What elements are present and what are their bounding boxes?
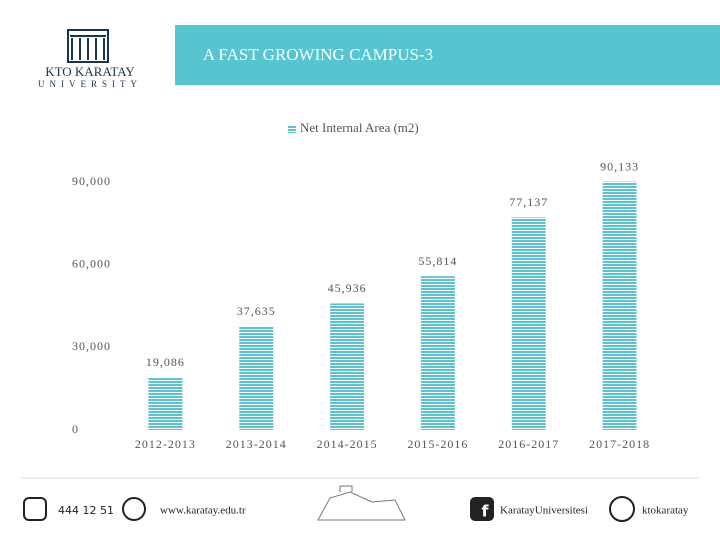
- facebook-glyph: f: [482, 502, 490, 521]
- bar: [420, 276, 455, 430]
- y-tick-label: 90,000: [72, 174, 111, 188]
- twitter-icon: [609, 496, 635, 522]
- x-tick-label: 2013-2014: [226, 437, 287, 451]
- value-label: 90,133: [600, 159, 639, 173]
- bar: [602, 181, 637, 430]
- x-tick-label: 2014-2015: [317, 437, 378, 451]
- x-tick-label: 2016-2017: [498, 437, 559, 451]
- facebook-icon: [470, 497, 494, 521]
- value-label: 55,814: [418, 254, 457, 268]
- value-label: 45,936: [328, 281, 367, 295]
- x-tick-label: 2017-2018: [589, 437, 650, 451]
- footer-website: www.karatay.edu.tr: [160, 505, 246, 517]
- logo-name: KTO KARATAY: [45, 64, 135, 79]
- bar: [239, 326, 274, 430]
- bar: [330, 303, 365, 430]
- x-tick-label: 2015-2016: [407, 437, 468, 451]
- value-label: 19,086: [146, 355, 185, 369]
- footer-facebook: KaratayUniversitesi: [500, 505, 588, 517]
- value-label: 77,137: [509, 195, 548, 209]
- header-band: [175, 25, 720, 85]
- value-label: 37,635: [237, 304, 276, 318]
- y-tick-label: 30,000: [72, 339, 111, 353]
- logo: [67, 29, 109, 63]
- logo-sub: UNIVERSITY: [38, 79, 142, 89]
- legend-label: Net Internal Area (m2): [300, 120, 419, 135]
- footer-phone: 444 12 51: [58, 504, 114, 517]
- legend-swatch: [288, 125, 296, 133]
- web-icon: [122, 497, 146, 521]
- y-tick-label: 0: [72, 422, 79, 436]
- bar: [511, 217, 546, 430]
- campus-drawing: [317, 485, 406, 521]
- bar: [148, 377, 183, 430]
- chart: 0 30,000 60,000 90,000 Net Internal Area (m2…: [72, 120, 650, 451]
- slide-title: A FAST GROWING CAMPUS-3: [203, 45, 433, 64]
- x-tick-label: 2012-2013: [135, 437, 196, 451]
- footer-twitter: ktokaratay: [642, 505, 689, 517]
- phone-icon: [23, 497, 47, 521]
- y-tick-label: 60,000: [72, 256, 111, 270]
